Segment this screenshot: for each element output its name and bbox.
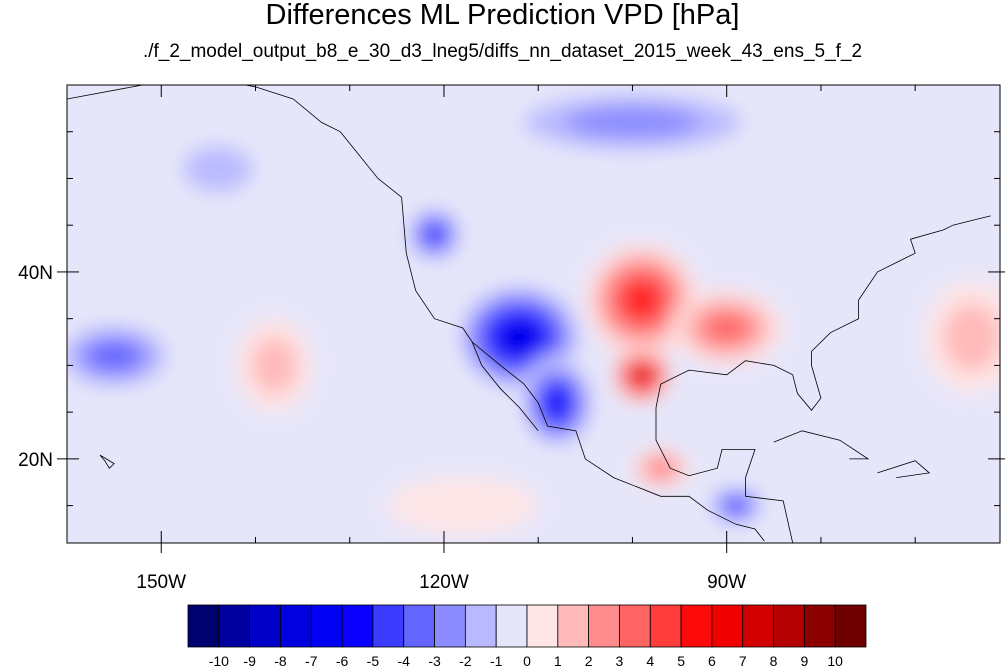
colorbar-swatch (187, 604, 220, 648)
colorbar-label: 6 (708, 653, 716, 669)
colorbar-swatch (464, 604, 497, 648)
axis-layer: 150W 120W 90W 40N 20N (18, 85, 1005, 593)
colorbar-swatch (403, 604, 435, 648)
colorbar-label: -8 (274, 653, 287, 669)
colorbar-label: 10 (827, 653, 843, 669)
texas-positive-contour (637, 370, 647, 380)
colorbar-label: -1 (490, 653, 503, 669)
pacific-subtropical-negative-contour (91, 343, 138, 370)
coastline-6 (99, 454, 115, 469)
colorbar-label: 5 (677, 653, 685, 669)
plot-frame (66, 84, 1001, 544)
pacific-nw-negative-contour (427, 227, 442, 242)
chart-title: Differences ML Prediction VPD [hPa] (265, 0, 740, 31)
colorbar-label: 9 (800, 653, 808, 669)
colorbar-swatch (803, 604, 836, 648)
colorbar-swatch (834, 604, 867, 648)
colorbar-swatch (773, 604, 805, 648)
colorbar-swatch (372, 604, 405, 648)
colorbar-swatch (557, 604, 590, 648)
colorbar-swatch (341, 604, 374, 648)
colorbar-label: -7 (305, 653, 318, 669)
y-tick-label: 20N (18, 450, 53, 471)
x-tick-label: 120W (419, 572, 469, 593)
colorbar-swatch (649, 604, 682, 648)
colorbar-swatch (619, 604, 651, 648)
colorbar-label: -9 (243, 653, 256, 669)
colorbar-swatch (742, 604, 774, 648)
y-tick-label: 40N (18, 263, 53, 284)
colorbar-swatch (588, 604, 620, 648)
colorbar-label: 2 (585, 653, 593, 669)
colorbar: -10 -9 -8 -7 -6 -5 -4 -3 -2 -1 0 1 2 3 4 5 6 7 8 9 10 (187, 604, 867, 669)
field-layer (67, 85, 1000, 534)
x-tick-label: 90W (707, 572, 746, 593)
colorbar-label: 0 (523, 653, 531, 669)
colorbar-label: 8 (770, 653, 778, 669)
colorbar-swatch (310, 604, 343, 648)
colorbar-label: -4 (398, 653, 411, 669)
field-blur-group (67, 85, 1000, 534)
mexico-positive-contour (650, 461, 671, 475)
colorbar-swatch (711, 604, 744, 648)
coastline-2 (655, 215, 991, 543)
southwest-negative-contour (507, 326, 532, 348)
colorbar-label: 3 (616, 653, 624, 669)
central-america-negative-contour (729, 501, 743, 511)
coastline-1 (471, 341, 539, 432)
colorbar-swatch (280, 604, 312, 648)
x-tick-label: 150W (136, 572, 186, 593)
east-pacific-positive-contour (387, 477, 539, 534)
colorbar-swatch (434, 604, 466, 648)
colorbar-swatch (249, 604, 281, 648)
colorbar-label: -2 (459, 653, 472, 669)
coastline-4 (877, 460, 931, 478)
chart-subtitle: ./f_2_model_output_b8_e_30_d3_lneg5/diff… (142, 41, 863, 62)
colorbar-label: -3 (428, 653, 441, 669)
colorbar-swatch (526, 604, 559, 648)
atlantic-positive-contour (942, 302, 1000, 372)
colorbar-label: 7 (739, 653, 747, 669)
colorbar-swatch (218, 604, 251, 648)
plains-positive-contour (628, 286, 656, 314)
colorbar-swatch (680, 604, 713, 648)
baja-negative-contour (549, 392, 565, 413)
canada-negative-contour (565, 105, 700, 140)
colorbar-label: -5 (367, 653, 380, 669)
colorbar-swatch (495, 604, 528, 648)
colorbar-label: 4 (646, 653, 654, 669)
pacific-trough-positive-contour (251, 336, 298, 395)
coastline-3 (773, 430, 870, 460)
gulf-alaska-negative-contour (182, 146, 253, 193)
colorbar-label: -10 (209, 653, 229, 669)
colorbar-label: 1 (554, 653, 562, 669)
southeast-positive-contour (707, 315, 747, 342)
coastline-0 (339, 131, 765, 542)
colorbar-label: -6 (336, 653, 349, 669)
